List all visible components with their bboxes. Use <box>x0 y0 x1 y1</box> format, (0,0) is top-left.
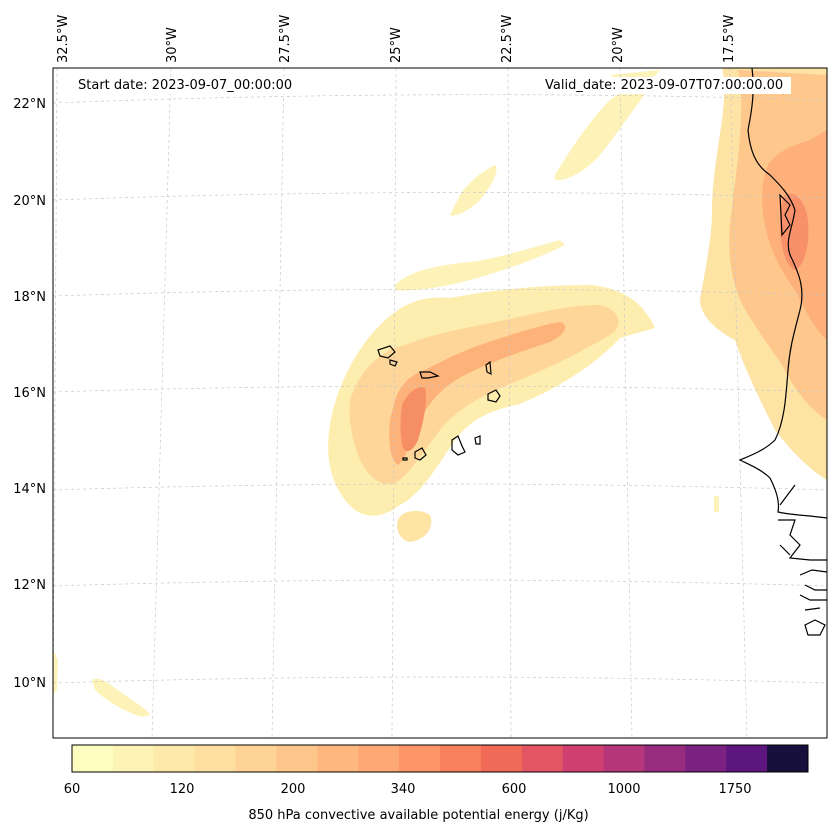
cape-streak-top2 <box>610 70 660 78</box>
lat-label: 10°N <box>13 676 46 691</box>
colorbar-tick-label: 60 <box>63 782 81 797</box>
colorbar-segment <box>112 745 155 772</box>
start-date-label: Start date: 2023-09-07_00:00:00 <box>70 77 301 94</box>
cape-continent-core <box>780 193 809 270</box>
lat-label: 16°N <box>13 386 46 401</box>
cape-streak-north <box>395 240 565 291</box>
cape-fragment-edge <box>53 650 58 695</box>
lon-label: 25°W <box>389 27 404 63</box>
cape-band-core <box>400 387 427 452</box>
colorbar-segment <box>358 745 400 772</box>
cape-fragment-west <box>92 678 150 717</box>
lat-label: 18°N <box>13 290 46 305</box>
lon-label: 27.5°W <box>278 14 293 63</box>
cape-fragment-coast <box>714 495 719 512</box>
colorbar-segment <box>440 745 482 772</box>
lon-label: 32.5°W <box>56 14 71 63</box>
cape-streak-upper <box>450 165 497 216</box>
graticule <box>52 67 828 739</box>
cape-streak-top <box>555 72 655 181</box>
colorbar-tick-label: 600 <box>501 782 527 797</box>
valid-date-label: Valid_date: 2023-09-07T07:00:00.00 <box>537 77 792 94</box>
colorbar-tick-label: 1000 <box>607 782 641 797</box>
colorbar-segment <box>72 745 114 772</box>
lon-label: 22.5°W <box>500 14 515 63</box>
lat-label: 14°N <box>13 482 46 497</box>
colorbar-segment <box>685 745 727 772</box>
colorbar-segment <box>399 745 441 772</box>
colorbar-segment <box>562 745 605 772</box>
colorbar-tick-label: 340 <box>390 782 416 797</box>
colorbar <box>72 745 809 772</box>
coastlines <box>377 67 828 636</box>
colorbar-tick-label: 200 <box>280 782 306 797</box>
lat-label: 20°N <box>13 194 46 209</box>
colorbar-segment <box>194 745 237 772</box>
colorbar-tick-label: 120 <box>169 782 195 797</box>
colorbar-segment <box>767 745 809 772</box>
colorbar-tick-label: 1750 <box>718 782 752 797</box>
lat-label: 12°N <box>13 578 46 593</box>
colorbar-segment <box>726 745 768 772</box>
colorbar-segment <box>521 745 564 772</box>
cape-blob-south <box>397 510 432 542</box>
colorbar-title: 850 hPa convective available potential e… <box>248 808 589 823</box>
lat-label: 22°N <box>13 97 46 112</box>
colorbar-segment <box>153 745 196 772</box>
lon-label: 20°W <box>611 27 626 63</box>
colorbar-segment <box>276 745 318 772</box>
colorbar-segment <box>480 745 523 772</box>
lon-label: 17.5°W <box>722 14 737 63</box>
lon-label: 30°W <box>165 27 180 63</box>
colorbar-segment <box>317 745 359 772</box>
colorbar-segment <box>235 745 277 772</box>
colorbar-segment <box>644 745 686 772</box>
map-border <box>52 67 828 739</box>
colorbar-segment <box>603 745 645 772</box>
colorbar-border <box>71 744 809 773</box>
